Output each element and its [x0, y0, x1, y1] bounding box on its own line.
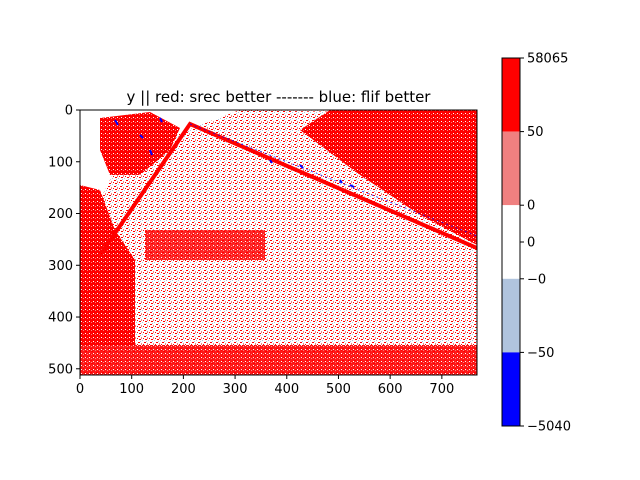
heatmap-tree-left	[80, 185, 135, 345]
y-tick-label: 0	[65, 104, 73, 119]
colorbar-tick-label: 58065	[527, 52, 568, 67]
y-tick-label: 100	[48, 155, 73, 170]
x-tick-label: 700	[429, 382, 454, 397]
x-tick-label: 100	[119, 382, 144, 397]
colorbar-tick-label: 0	[527, 199, 535, 214]
colorbar-tick-label: 0	[527, 236, 535, 251]
colorbar-tick-label: −50	[527, 346, 554, 361]
colorbar-band	[502, 352, 520, 426]
y-tick-label: 300	[48, 259, 73, 274]
colorbar-tick-label: −0	[527, 272, 546, 287]
heatmap-trees-right	[300, 110, 477, 245]
colorbar-band	[502, 58, 520, 132]
x-tick-label: 300	[223, 382, 248, 397]
chart-title: y || red: srec better ------- blue: flif…	[127, 88, 432, 106]
y-tick-label: 500	[48, 362, 73, 377]
heatmap-ground	[80, 345, 477, 375]
colorbar-band	[502, 131, 520, 206]
x-tick-label: 200	[171, 382, 196, 397]
colorbar: 58065 50 0 0 −0 −50 −5040	[501, 52, 571, 435]
x-tick-label: 500	[326, 382, 351, 397]
heatmap-blue-speckles	[114, 117, 355, 188]
colorbar-tick-label: −5040	[527, 420, 571, 435]
axes-frame	[79, 109, 478, 376]
heatmap-roof-edge	[189, 123, 477, 237]
x-tick-label: 400	[274, 382, 299, 397]
x-tick-label: 600	[378, 382, 403, 397]
x-tick-label: 0	[76, 382, 84, 397]
x-axis-ticks: 0 100 200 300 400 500 600 700	[76, 375, 454, 397]
heatmap-image	[80, 110, 477, 375]
colorbar-band	[502, 205, 520, 279]
heatmap-window-band	[145, 230, 265, 260]
y-tick-label: 400	[48, 311, 73, 326]
y-axis-ticks: 0 100 200 300 400 500	[48, 104, 80, 377]
y-tick-label: 200	[48, 207, 73, 222]
heatmap-tree-top-left	[100, 112, 180, 175]
colorbar-band	[502, 278, 520, 353]
colorbar-tick-label: 50	[527, 125, 544, 140]
